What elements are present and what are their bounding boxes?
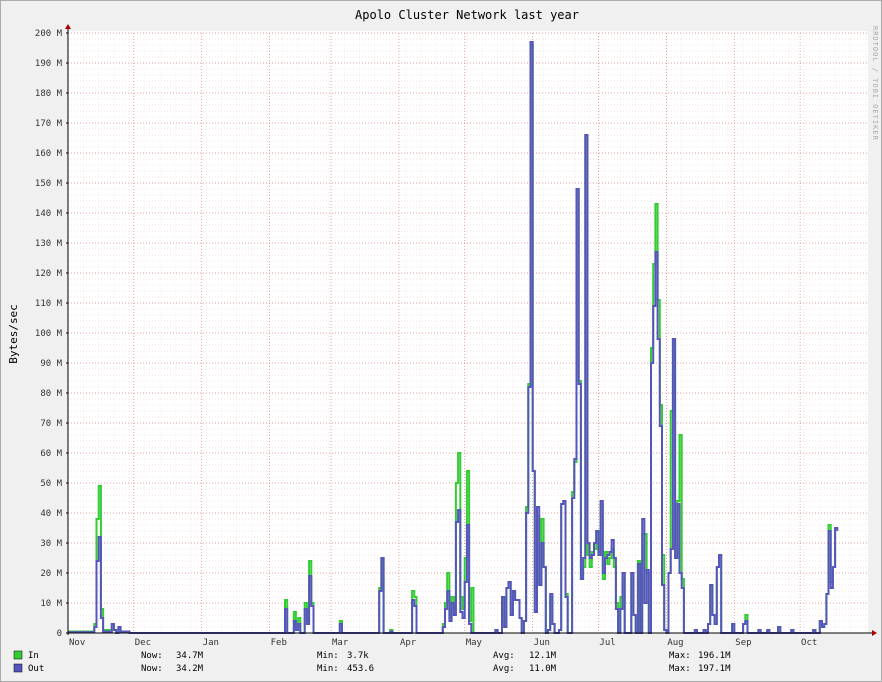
y-tick-label: 70 M: [40, 419, 62, 429]
y-axis-label: Bytes/sec: [7, 304, 20, 364]
stat-now-label: Now:: [141, 651, 163, 661]
legend-label: In: [28, 651, 39, 661]
legend-swatch-in: [13, 650, 23, 660]
y-tick-label: 200 M: [35, 29, 63, 39]
y-tick-label: 170 M: [35, 119, 63, 129]
tick-label-layer: 0 10 M 20 M 30 M 40 M 50 M 60 M 70 M 80 M 90 M 100…: [35, 29, 817, 648]
stat-min-label: Min:: [317, 651, 339, 661]
legend-label: Out: [28, 664, 44, 674]
legend: In Now: 34.7M Min: 3.7k Avg: 12.1M Max: 196.1M Ou…: [13, 650, 731, 674]
y-tick-label: 190 M: [35, 59, 63, 69]
x-tick-label: May: [466, 638, 483, 648]
y-tick-label: 130 M: [35, 239, 63, 249]
stat-now-label: Now:: [141, 664, 163, 674]
y-tick-label: 0: [57, 629, 62, 639]
x-tick-label: Jul: [599, 638, 615, 648]
axis-layer: [65, 24, 877, 636]
x-tick-label: Aug: [667, 638, 683, 648]
stat-avg-label: Avg:: [493, 651, 515, 661]
y-tick-label: 160 M: [35, 149, 63, 159]
x-tick-label: Sep: [735, 638, 751, 648]
y-tick-label: 180 M: [35, 89, 63, 99]
stat-max-value: 197.1M: [698, 664, 731, 674]
stat-max-value: 196.1M: [698, 651, 731, 661]
y-tick-label: 30 M: [40, 539, 62, 549]
x-tick-label: Jun: [534, 638, 550, 648]
x-tick-label: Dec: [135, 638, 151, 648]
x-tick-label: Apr: [400, 638, 417, 648]
y-axis-arrow: [65, 24, 71, 29]
y-tick-label: 10 M: [40, 599, 62, 609]
x-tick-label: Nov: [69, 638, 85, 648]
stat-min-value: 3.7k: [347, 651, 369, 661]
y-tick-label: 40 M: [40, 509, 62, 519]
plot-background: [68, 31, 868, 633]
y-tick-label: 100 M: [35, 329, 63, 339]
stat-avg-value: 11.0M: [529, 664, 557, 674]
y-tick-label: 120 M: [35, 269, 63, 279]
stat-min-value: 453.6: [347, 664, 374, 674]
stat-now-value: 34.7M: [176, 651, 204, 661]
y-tick-label: 90 M: [40, 359, 62, 369]
y-tick-label: 110 M: [35, 299, 63, 309]
x-tick-label: Oct: [801, 638, 817, 648]
x-axis-arrow: [872, 630, 877, 636]
x-tick-label: Mar: [332, 638, 349, 648]
y-tick-label: 60 M: [40, 449, 62, 459]
y-tick-label: 20 M: [40, 569, 62, 579]
stat-now-value: 34.2M: [176, 664, 204, 674]
stat-max-label: Max:: [669, 664, 691, 674]
stat-avg-label: Avg:: [493, 664, 515, 674]
legend-swatch-out: [13, 663, 23, 673]
stat-min-label: Min:: [317, 664, 339, 674]
y-tick-label: 140 M: [35, 209, 63, 219]
y-tick-label: 50 M: [40, 479, 62, 489]
watermark-text: RRDTOOL / TOBI OETIKER: [871, 26, 879, 141]
x-tick-label: Jan: [203, 638, 219, 648]
x-tick-label: Feb: [271, 638, 287, 648]
y-tick-label: 150 M: [35, 179, 63, 189]
y-tick-label: 80 M: [40, 389, 62, 399]
stat-max-label: Max:: [669, 651, 691, 661]
stat-avg-value: 12.1M: [529, 651, 557, 661]
chart-title: Apolo Cluster Network last year: [355, 8, 579, 22]
